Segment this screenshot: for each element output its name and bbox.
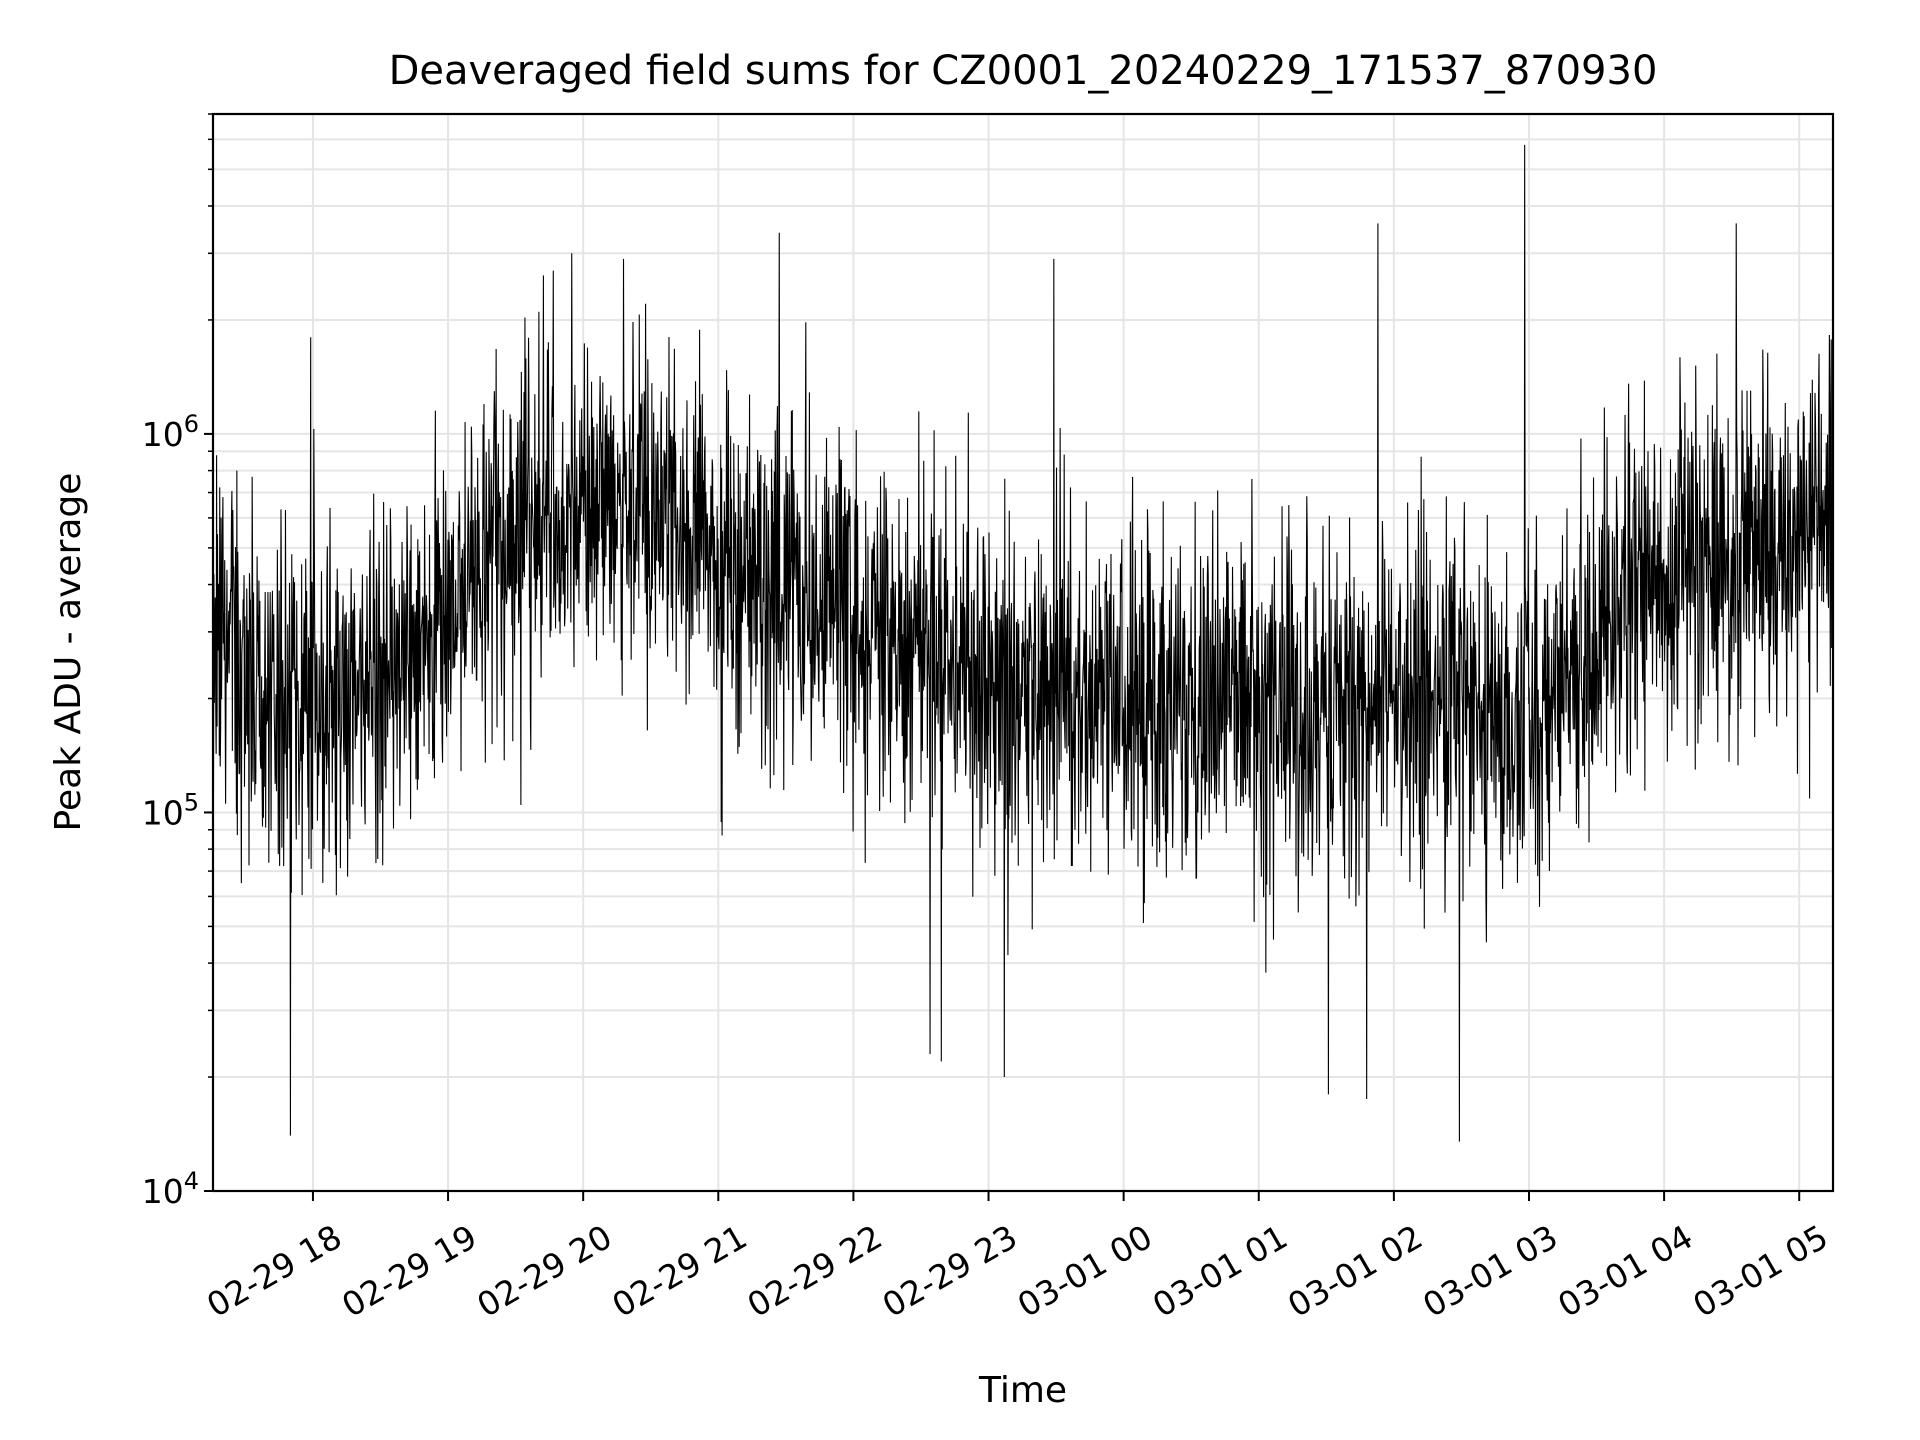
y-tick-label: 104 — [142, 1167, 199, 1211]
y-tick-label: 105 — [142, 788, 199, 832]
y-tick-exponent: 4 — [184, 1167, 199, 1195]
y-tick-base: 10 — [142, 1172, 184, 1211]
x-axis-label: Time — [978, 1370, 1067, 1411]
y-tick-label: 106 — [142, 410, 199, 454]
y-tick-base: 10 — [142, 415, 184, 454]
y-tick-exponent: 6 — [184, 410, 199, 438]
y-tick-label-text: 105 — [142, 788, 199, 832]
chart-title: Deaveraged field sums for CZ0001_2024022… — [389, 48, 1658, 94]
plot-frame — [211, 112, 1835, 1193]
y-axis-label: Peak ADU - average — [48, 473, 89, 832]
y-tick-label-text: 106 — [142, 410, 199, 454]
series-line — [212, 144, 1834, 1142]
data-series — [212, 144, 1834, 1142]
y-tick-base: 10 — [142, 793, 184, 832]
y-tick-exponent: 5 — [184, 788, 199, 816]
y-tick-label-text: 104 — [142, 1167, 199, 1211]
